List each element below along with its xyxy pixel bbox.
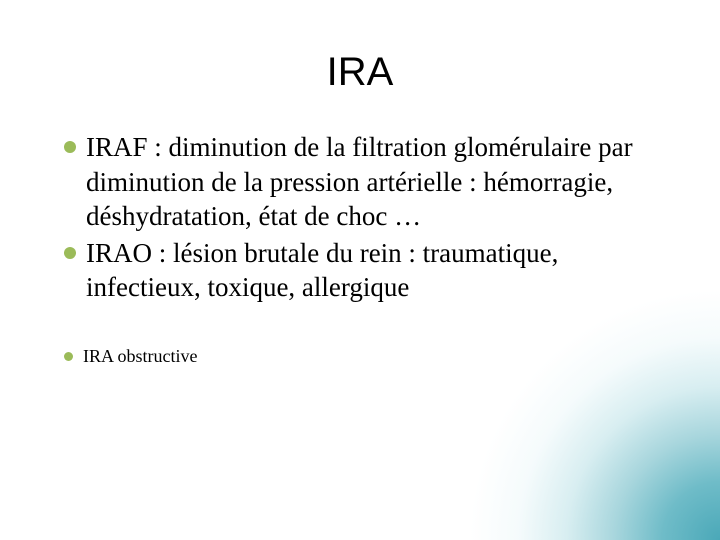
bullet-item: IRA obstructive (64, 345, 664, 368)
slide-title: IRA (0, 50, 720, 95)
bullet-icon (64, 141, 76, 153)
bullet-icon (64, 247, 76, 259)
slide-content: IRAF : diminution de la filtration glomé… (64, 130, 664, 370)
bullet-item: IRAO : lésion brutale du rein : traumati… (64, 236, 664, 305)
bullet-text: IRA obstructive (83, 345, 198, 368)
bullet-icon (64, 352, 73, 361)
bullet-text: IRAF : diminution de la filtration glomé… (86, 130, 664, 234)
bullet-text: IRAO : lésion brutale du rein : traumati… (86, 236, 664, 305)
bullet-item: IRAF : diminution de la filtration glomé… (64, 130, 664, 234)
slide: IRA IRAF : diminution de la filtration g… (0, 0, 720, 540)
